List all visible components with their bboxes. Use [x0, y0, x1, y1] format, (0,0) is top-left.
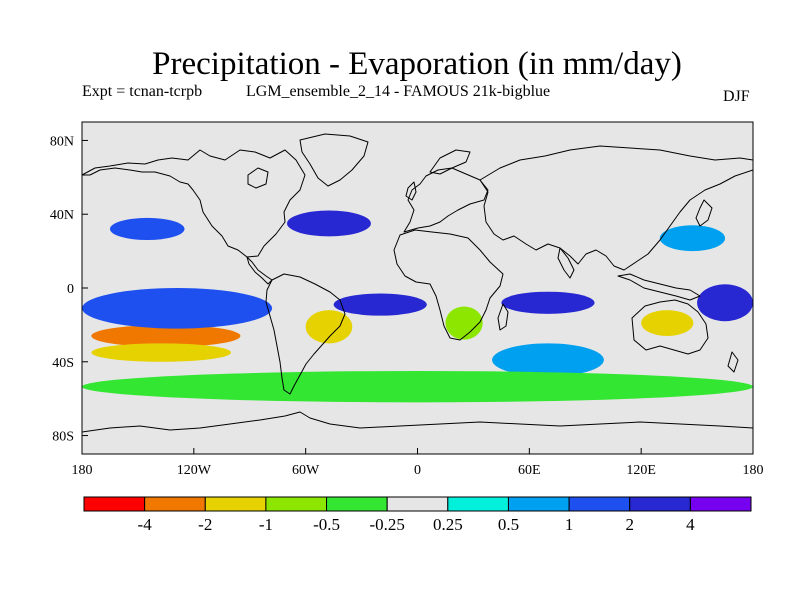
- x-tick-label: 60W: [292, 463, 320, 478]
- colorbar-swatch: [689, 496, 752, 512]
- field-feature-8: [109, 217, 185, 241]
- field-feature-10: [641, 310, 694, 336]
- x-tick-label: 120W: [177, 463, 212, 478]
- field-feature-4: [333, 293, 427, 316]
- coastline-central-america: [246, 256, 273, 285]
- coastline-antarctica: [82, 411, 753, 433]
- coastline-asia: [479, 145, 753, 271]
- colorbar-label: 0.25: [433, 515, 463, 534]
- map-axes: 180 120W 60W 0 60E 120E 180 80N 40N 0 40S 80S: [50, 134, 764, 478]
- y-tick-label: 0: [67, 282, 74, 297]
- season-label: DJF: [723, 88, 750, 105]
- colorbar-label: -1: [259, 515, 273, 534]
- x-tick-label: 120E: [626, 463, 656, 478]
- colorbar-label: 2: [625, 515, 634, 534]
- field-feature-12: [305, 310, 353, 344]
- run-label: LGM_ensemble_2_14 - FAMOUS 21k-bigblue: [246, 83, 551, 100]
- plot-title: Precipitation - Evaporation (in mm/day): [152, 46, 682, 82]
- coastline-greenland: [299, 133, 369, 187]
- coastline-australia: [631, 299, 709, 355]
- colorbar-label: -0.25: [369, 515, 404, 534]
- colorbar-swatch: [568, 496, 631, 512]
- coastline-scandinavia: [429, 149, 471, 175]
- coastline-maritime-continent: [617, 273, 701, 301]
- coastline-layer: [82, 133, 753, 433]
- x-tick-label: 180: [72, 463, 93, 478]
- field-feature-9: [659, 225, 726, 252]
- x-tick-label: 0: [414, 463, 421, 478]
- colorbar-swatch: [326, 496, 388, 512]
- colorbar-swatch: [144, 496, 206, 512]
- field-feature-13: [492, 343, 604, 377]
- colorbar-swatch: [83, 496, 146, 512]
- colorbar-swatch: [204, 496, 267, 512]
- map-background: [82, 122, 753, 454]
- colorbar-label: -4: [138, 515, 153, 534]
- map-plot-area: [81, 121, 754, 455]
- colorbar-swatch: [386, 496, 449, 512]
- coastline-new-zealand: [727, 351, 739, 373]
- field-feature-11: [445, 306, 483, 340]
- coastline-hudson-bay: [247, 167, 269, 189]
- field-feature-14: [82, 371, 753, 403]
- y-tick-label: 40N: [50, 208, 74, 223]
- coastline-madagascar: [497, 303, 509, 331]
- coastline-great-britain: [405, 181, 417, 201]
- colorbar-label: 4: [686, 515, 695, 534]
- x-tick-label: 60E: [518, 463, 541, 478]
- field-feature-1: [91, 343, 232, 362]
- field-feature-3: [82, 288, 273, 329]
- field-feature-0: [91, 324, 241, 348]
- colorbar-swatch: [629, 496, 691, 512]
- colorbar: -4 -2 -1 -0.5 -0.25 0.25 0.5 1 2 4: [83, 496, 752, 534]
- colorbar-label: 0.5: [498, 515, 519, 534]
- coastline-japan: [695, 199, 713, 227]
- pe-field-layer: [82, 210, 753, 403]
- colorbar-swatch: [507, 496, 570, 512]
- field-feature-6: [697, 284, 753, 322]
- colorbar-swatch: [447, 496, 509, 512]
- coastline-north-america: [82, 149, 306, 258]
- coastline-south-america: [265, 273, 346, 395]
- experiment-label: Expt = tcnan-tcrpb: [82, 83, 203, 100]
- colorbar-label: -0.5: [313, 515, 340, 534]
- y-tick-label: 80N: [50, 134, 74, 149]
- coastline-india: [557, 247, 575, 279]
- colorbar-swatch: [265, 496, 328, 512]
- colorbar-label: 1: [565, 515, 574, 534]
- colorbar-label: -2: [198, 515, 212, 534]
- field-feature-7: [287, 210, 371, 237]
- y-tick-label: 40S: [52, 356, 74, 371]
- field-feature-5: [501, 291, 595, 314]
- coastline-africa: [393, 229, 504, 341]
- y-tick-label: 80S: [52, 430, 74, 445]
- x-tick-label: 180: [743, 463, 764, 478]
